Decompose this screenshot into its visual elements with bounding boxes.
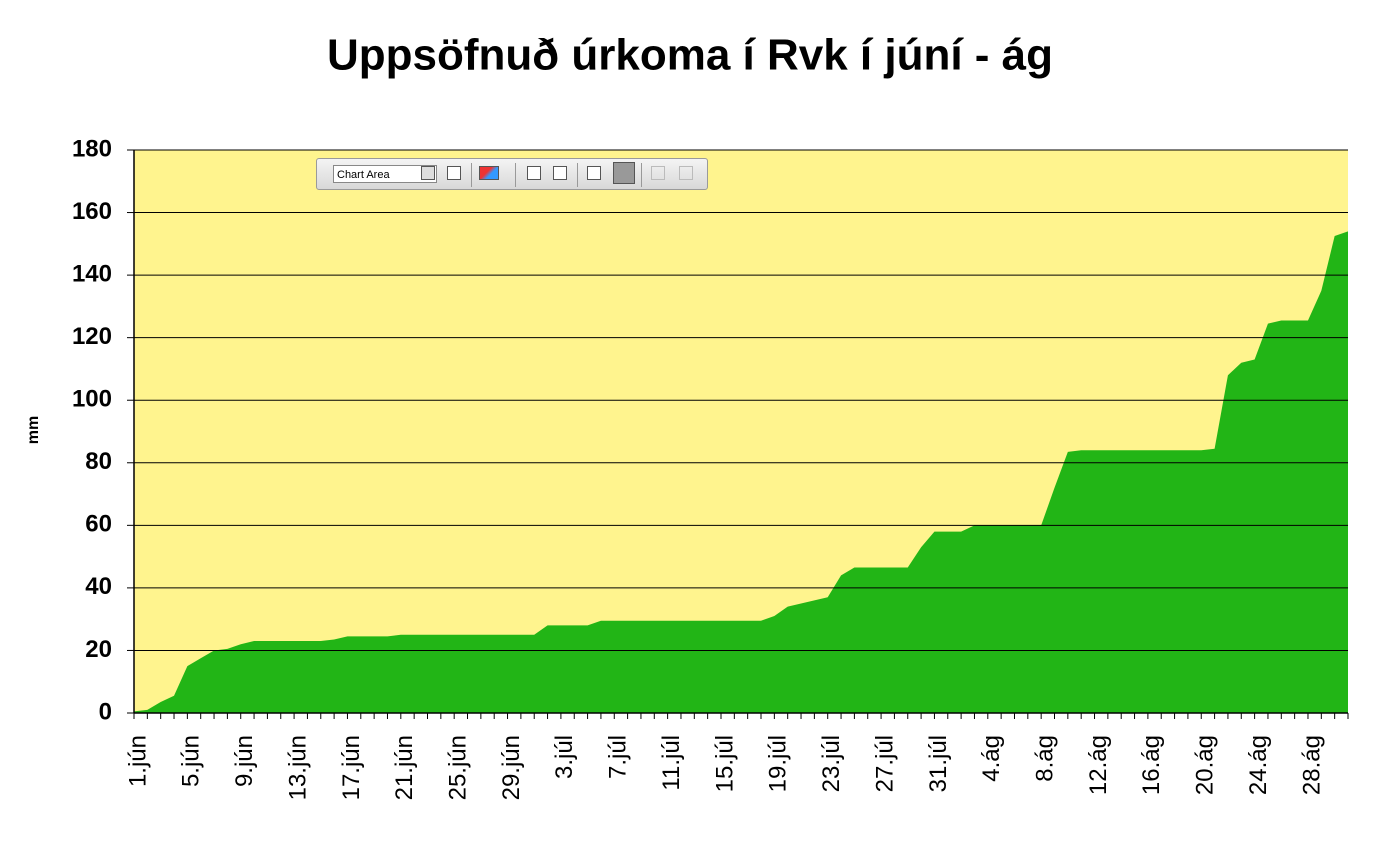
- y-axis-label: mm: [25, 416, 42, 444]
- x-tick-label: 5.jún: [178, 735, 205, 787]
- legend-button[interactable]: [527, 166, 541, 180]
- x-tick-label: 8.ág: [1032, 735, 1059, 782]
- x-tick-label: 25.jún: [445, 735, 472, 800]
- x-tick-label: 3.júl: [551, 735, 578, 779]
- x-tick-label: 24.ág: [1245, 735, 1272, 795]
- by-column-button[interactable]: [613, 162, 635, 184]
- y-tick-label: 120: [72, 323, 112, 350]
- x-tick-label: 7.júl: [605, 735, 632, 779]
- x-tick-label: 16.ág: [1138, 735, 1165, 795]
- separator: [515, 163, 516, 187]
- chart-type-button[interactable]: [479, 166, 499, 180]
- x-tick-label: 28.ág: [1298, 735, 1325, 795]
- y-tick-label: 20: [85, 636, 112, 663]
- x-tick-label: 23.júl: [818, 735, 845, 792]
- area: [134, 231, 1348, 714]
- y-tick-label: 140: [72, 260, 112, 287]
- format-button[interactable]: [447, 166, 461, 180]
- y-tick-label: 60: [85, 511, 112, 538]
- x-tick-label: 15.júl: [711, 735, 738, 792]
- dropdown-arrow[interactable]: [421, 166, 435, 180]
- x-tick-label: 13.jún: [284, 735, 311, 800]
- x-tick-label: 17.jún: [338, 735, 365, 800]
- y-tick-label: 0: [99, 698, 112, 725]
- y-tick-label: 40: [85, 573, 112, 600]
- angle-text-down[interactable]: [651, 166, 665, 180]
- x-tick-label: 20.ág: [1192, 735, 1219, 795]
- y-tick-label: 160: [72, 198, 112, 225]
- x-tick-label: 4.ág: [978, 735, 1005, 782]
- separator: [577, 163, 578, 187]
- x-tick-label: 29.jún: [498, 735, 525, 800]
- separator: [471, 163, 472, 187]
- data-table-button[interactable]: [553, 166, 567, 180]
- x-tick-label: 31.júl: [925, 735, 952, 792]
- x-tick-label: 27.júl: [871, 735, 898, 792]
- x-tick-label: 11.júl: [658, 735, 685, 791]
- by-row-button[interactable]: [587, 166, 601, 180]
- y-tick-label: 180: [72, 135, 112, 162]
- angle-text-up[interactable]: [679, 166, 693, 180]
- chart-title: Uppsöfnuð úrkoma í Rvk í júní - ág: [327, 31, 1053, 80]
- x-tick-label: 12.ág: [1085, 735, 1112, 795]
- separator: [641, 163, 642, 187]
- y-tick-label: 100: [72, 386, 112, 413]
- x-tick-label: 1.jún: [124, 735, 151, 787]
- y-tick-label: 80: [85, 448, 112, 475]
- x-tick-label: 9.jún: [231, 735, 258, 787]
- x-tick-label: 19.júl: [765, 735, 792, 792]
- chart-toolbar: Chart Area: [316, 158, 708, 190]
- element-selector[interactable]: Chart Area: [333, 165, 437, 183]
- x-tick-label: 21.jún: [391, 735, 418, 800]
